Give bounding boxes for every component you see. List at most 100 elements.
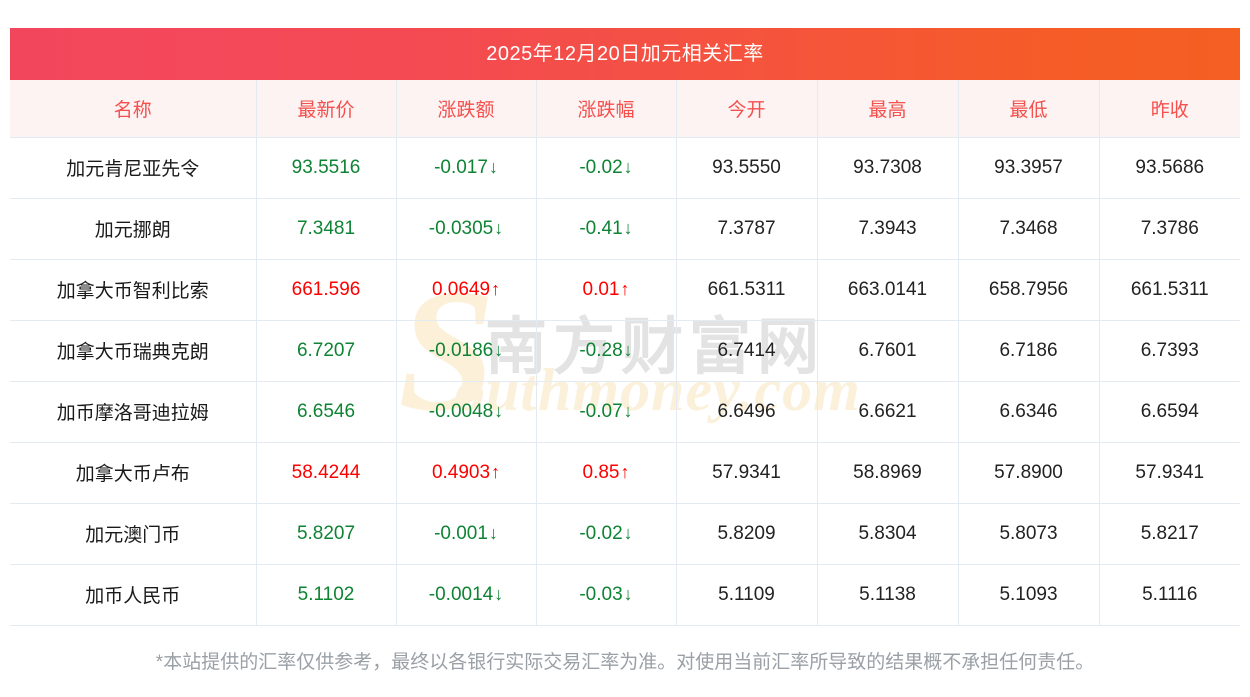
change-amount: -0.0014↓ [396, 564, 537, 626]
low-price: 658.7956 [958, 259, 1100, 321]
last-price: 7.3481 [256, 198, 397, 260]
low-price: 7.3468 [958, 198, 1100, 260]
prev-close-price: 7.3786 [1099, 198, 1240, 260]
last-price: 5.8207 [256, 503, 397, 565]
prev-close-price-value: 93.5686 [1135, 156, 1205, 178]
high-price: 93.7308 [817, 137, 959, 199]
arrow-down-icon: ↓ [623, 156, 633, 177]
last-price: 6.7207 [256, 320, 397, 382]
high-price-value: 5.8304 [858, 522, 917, 544]
open-price: 6.7414 [676, 320, 818, 382]
table-row[interactable]: 加元澳门币 5.8207 -0.001↓ -0.02↓ 5.8209 5.8304 5.80… [10, 503, 1240, 565]
change-amount-value: 0.0649 [431, 278, 491, 300]
last-price: 6.6546 [256, 381, 397, 443]
last-price-value: 58.4244 [291, 461, 361, 483]
open-price-value: 5.8209 [717, 522, 776, 544]
change-percent: -0.02↓ [536, 137, 677, 199]
table-row[interactable]: 加币摩洛哥迪拉姆 6.6546 -0.0048↓ -0.07↓ 6.6496 6.6621… [10, 381, 1240, 443]
currency-pair-name-value: 加拿大币智利比索 [56, 281, 209, 302]
change-percent-value: 0.01 [582, 278, 620, 300]
last-price-value: 6.7207 [296, 339, 356, 361]
change-percent: 0.85↑ [536, 442, 677, 504]
arrow-down-icon: ↓ [623, 339, 633, 360]
arrow-down-icon: ↓ [488, 156, 498, 177]
open-price-value: 7.3787 [717, 217, 776, 239]
last-price: 5.1102 [256, 564, 397, 626]
open-price: 5.8209 [676, 503, 818, 565]
currency-pair-name: 加元肯尼亚先令 [10, 137, 257, 199]
table-row[interactable]: 加币人民币 5.1102 -0.0014↓ -0.03↓ 5.1109 5.1138 5.1… [10, 564, 1240, 626]
open-price: 6.6496 [676, 381, 818, 443]
low-price-value: 5.8073 [999, 522, 1058, 544]
table-row[interactable]: 加元肯尼亚先令 93.5516 -0.017↓ -0.02↓ 93.5550 93.730… [10, 137, 1240, 199]
table-row[interactable]: 加拿大币卢布 58.4244 0.4903↑ 0.85↑ 57.9341 58.8969 5… [10, 442, 1240, 504]
currency-pair-name-value: 加元澳门币 [85, 525, 181, 546]
change-percent-value: 0.85 [582, 461, 620, 483]
high-price: 5.8304 [817, 503, 959, 565]
high-price-value: 93.7308 [853, 156, 922, 178]
change-percent-value: -0.03 [579, 583, 623, 605]
arrow-up-icon: ↑ [491, 278, 501, 299]
prev-close-price-value: 6.6594 [1140, 400, 1199, 422]
last-price-value: 6.6546 [296, 400, 356, 422]
high-price-value: 7.3943 [858, 217, 917, 239]
exchange-rate-table: 名称 最新价 涨跌额 涨跌幅 今开 最高 最低 昨收 加元肯尼亚先令 93.551… [10, 80, 1240, 626]
rate-table-container: 2025年12月20日加元相关汇率 名称 最新价 涨跌额 涨跌幅 今开 [10, 28, 1240, 626]
change-amount-value: -0.017 [434, 156, 488, 178]
prev-close-price: 57.9341 [1099, 442, 1240, 504]
prev-close-price: 661.5311 [1099, 259, 1240, 321]
low-price-value: 5.1093 [999, 583, 1058, 605]
currency-pair-name-value: 加元挪朗 [94, 220, 171, 241]
currency-pair-name-value: 加元肯尼亚先令 [66, 159, 200, 180]
currency-pair-name-value: 加拿大币卢布 [75, 464, 190, 485]
open-price: 5.1109 [676, 564, 818, 626]
table-row[interactable]: 加元挪朗 7.3481 -0.0305↓ -0.41↓ 7.3787 7.3943 7.34… [10, 198, 1240, 260]
table-row[interactable]: 加拿大币瑞典克朗 6.7207 -0.0186↓ -0.28↓ 6.7414 6.7601… [10, 320, 1240, 382]
last-price-value: 661.596 [291, 278, 361, 300]
open-price-value: 661.5311 [707, 278, 786, 300]
last-price: 661.596 [256, 259, 397, 321]
change-amount-value: -0.001 [434, 522, 488, 544]
prev-close-price: 6.6594 [1099, 381, 1240, 443]
change-percent: -0.03↓ [536, 564, 677, 626]
currency-pair-name-value: 加币摩洛哥迪拉姆 [56, 403, 209, 424]
prev-close-price-value: 661.5311 [1130, 278, 1209, 300]
column-header-low[interactable]: 最低 [958, 80, 1100, 138]
change-amount-value: -0.0186 [428, 339, 494, 361]
change-amount: -0.017↓ [396, 137, 537, 199]
arrow-up-icon: ↑ [620, 461, 630, 482]
high-price: 6.6621 [817, 381, 959, 443]
currency-pair-name: 加拿大币智利比索 [10, 259, 257, 321]
high-price: 58.8969 [817, 442, 959, 504]
column-header-change-pct[interactable]: 涨跌幅 [536, 80, 677, 138]
currency-pair-name: 加元澳门币 [10, 503, 257, 565]
last-price-value: 93.5516 [291, 156, 361, 178]
open-price-value: 5.1109 [718, 583, 775, 605]
column-header-prev-close[interactable]: 昨收 [1099, 80, 1240, 138]
change-percent: -0.02↓ [536, 503, 677, 565]
arrow-down-icon: ↓ [488, 522, 498, 543]
change-amount-value: -0.0048 [428, 400, 494, 422]
change-percent-value: -0.41 [579, 217, 623, 239]
change-percent: 0.01↑ [536, 259, 677, 321]
prev-close-price: 5.8217 [1099, 503, 1240, 565]
open-price: 7.3787 [676, 198, 818, 260]
low-price-value: 57.8900 [994, 461, 1063, 483]
open-price: 661.5311 [676, 259, 818, 321]
change-percent: -0.41↓ [536, 198, 677, 260]
change-percent-value: -0.02 [579, 522, 623, 544]
last-price: 58.4244 [256, 442, 397, 504]
column-header-name[interactable]: 名称 [10, 80, 257, 138]
column-header-open[interactable]: 今开 [676, 80, 818, 138]
column-header-change[interactable]: 涨跌额 [396, 80, 537, 138]
currency-pair-name: 加拿大币卢布 [10, 442, 257, 504]
open-price-value: 93.5550 [712, 156, 781, 178]
change-amount: 0.0649↑ [396, 259, 537, 321]
column-header-high[interactable]: 最高 [817, 80, 959, 138]
column-header-last[interactable]: 最新价 [256, 80, 397, 138]
change-amount-value: -0.0305 [428, 217, 494, 239]
table-row[interactable]: 加拿大币智利比索 661.596 0.0649↑ 0.01↑ 661.5311 663.0… [10, 259, 1240, 321]
high-price-value: 5.1138 [859, 583, 916, 605]
arrow-down-icon: ↓ [494, 339, 504, 360]
